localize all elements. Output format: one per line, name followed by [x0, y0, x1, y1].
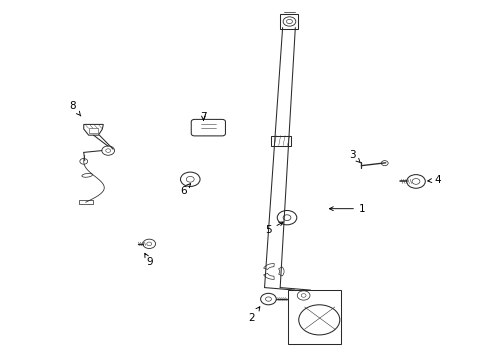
Text: 1: 1	[329, 204, 366, 214]
Bar	[89, 129, 98, 133]
Text: 4: 4	[428, 175, 441, 185]
Text: 3: 3	[349, 150, 361, 163]
Bar	[280, 14, 298, 29]
Text: 8: 8	[70, 102, 81, 116]
Text: 6: 6	[181, 184, 191, 196]
Bar	[79, 200, 93, 204]
Text: 9: 9	[145, 253, 153, 267]
Text: 5: 5	[265, 222, 283, 235]
Bar	[271, 135, 291, 145]
Text: 7: 7	[200, 112, 207, 122]
Text: 2: 2	[248, 307, 260, 323]
